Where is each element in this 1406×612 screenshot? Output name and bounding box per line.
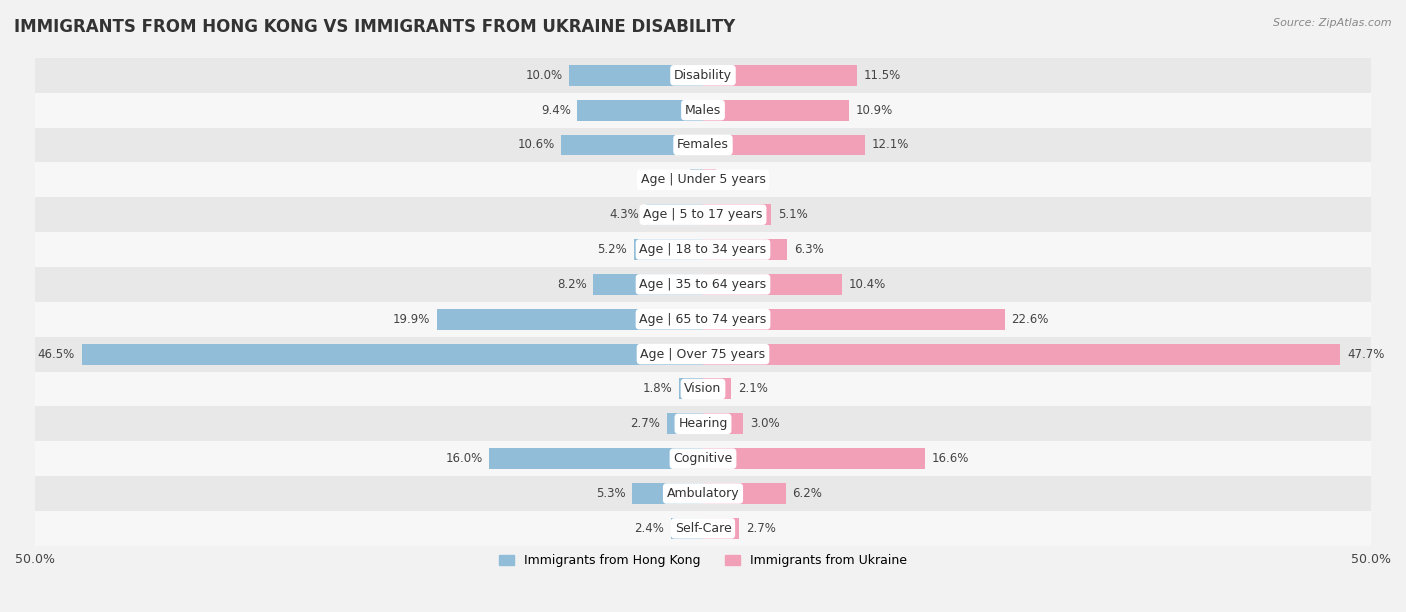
Text: Age | Over 75 years: Age | Over 75 years (641, 348, 765, 360)
Bar (633, 483, 703, 504)
Text: Males: Males (685, 103, 721, 117)
Bar (35, 511, 1371, 546)
Text: 2.7%: 2.7% (745, 522, 776, 535)
Bar (703, 518, 740, 539)
Bar (35, 58, 1371, 92)
Text: 47.7%: 47.7% (1347, 348, 1385, 360)
Text: IMMIGRANTS FROM HONG KONG VS IMMIGRANTS FROM UKRAINE DISABILITY: IMMIGRANTS FROM HONG KONG VS IMMIGRANTS … (14, 18, 735, 36)
Text: 12.1%: 12.1% (872, 138, 908, 152)
Bar (35, 162, 1371, 197)
Bar (35, 406, 1371, 441)
Legend: Immigrants from Hong Kong, Immigrants from Ukraine: Immigrants from Hong Kong, Immigrants fr… (492, 548, 914, 573)
Bar (645, 204, 703, 225)
Text: 5.2%: 5.2% (598, 243, 627, 256)
Text: 9.4%: 9.4% (541, 103, 571, 117)
Text: 4.3%: 4.3% (609, 208, 638, 221)
Text: 6.2%: 6.2% (793, 487, 823, 500)
Text: 5.1%: 5.1% (778, 208, 807, 221)
Text: 16.6%: 16.6% (931, 452, 969, 465)
Text: Age | 5 to 17 years: Age | 5 to 17 years (644, 208, 762, 221)
Text: Age | Under 5 years: Age | Under 5 years (641, 173, 765, 186)
Text: Hearing: Hearing (678, 417, 728, 430)
Text: 11.5%: 11.5% (863, 69, 901, 82)
Text: 10.4%: 10.4% (849, 278, 886, 291)
Text: 2.7%: 2.7% (630, 417, 661, 430)
Bar (703, 204, 770, 225)
Bar (35, 441, 1371, 476)
Text: Ambulatory: Ambulatory (666, 487, 740, 500)
Bar (703, 343, 1340, 365)
Text: Self-Care: Self-Care (675, 522, 731, 535)
Bar (489, 448, 703, 469)
Bar (703, 100, 849, 121)
Text: Age | 18 to 34 years: Age | 18 to 34 years (640, 243, 766, 256)
Bar (690, 170, 703, 190)
Text: 2.4%: 2.4% (634, 522, 664, 535)
Bar (437, 309, 703, 330)
Bar (569, 65, 703, 86)
Bar (35, 127, 1371, 162)
Text: Females: Females (678, 138, 728, 152)
Bar (703, 448, 925, 469)
Bar (593, 274, 703, 295)
Text: 6.3%: 6.3% (794, 243, 824, 256)
Bar (703, 483, 786, 504)
Bar (35, 302, 1371, 337)
Bar (634, 239, 703, 260)
Bar (35, 92, 1371, 127)
Bar (703, 65, 856, 86)
Bar (703, 309, 1005, 330)
Bar (703, 239, 787, 260)
Bar (703, 413, 744, 435)
Bar (561, 135, 703, 155)
Text: 10.9%: 10.9% (855, 103, 893, 117)
Text: Cognitive: Cognitive (673, 452, 733, 465)
Bar (666, 413, 703, 435)
Text: 1.0%: 1.0% (723, 173, 752, 186)
Text: 3.0%: 3.0% (749, 417, 779, 430)
Text: 0.95%: 0.95% (647, 173, 683, 186)
Text: Age | 35 to 64 years: Age | 35 to 64 years (640, 278, 766, 291)
Bar (35, 232, 1371, 267)
Bar (578, 100, 703, 121)
Bar (35, 371, 1371, 406)
Text: 46.5%: 46.5% (38, 348, 75, 360)
Bar (35, 197, 1371, 232)
Bar (703, 378, 731, 400)
Bar (703, 135, 865, 155)
Text: Vision: Vision (685, 382, 721, 395)
Text: 19.9%: 19.9% (394, 313, 430, 326)
Text: Age | 65 to 74 years: Age | 65 to 74 years (640, 313, 766, 326)
Text: 5.3%: 5.3% (596, 487, 626, 500)
Bar (82, 343, 703, 365)
Bar (671, 518, 703, 539)
Text: 16.0%: 16.0% (446, 452, 482, 465)
Text: 10.6%: 10.6% (517, 138, 555, 152)
Text: Disability: Disability (673, 69, 733, 82)
Text: 8.2%: 8.2% (557, 278, 586, 291)
Bar (679, 378, 703, 400)
Text: 22.6%: 22.6% (1011, 313, 1049, 326)
Bar (35, 337, 1371, 371)
Bar (35, 476, 1371, 511)
Bar (703, 274, 842, 295)
Bar (35, 267, 1371, 302)
Text: 10.0%: 10.0% (526, 69, 562, 82)
Bar (703, 170, 717, 190)
Text: Source: ZipAtlas.com: Source: ZipAtlas.com (1274, 18, 1392, 28)
Text: 2.1%: 2.1% (738, 382, 768, 395)
Text: 1.8%: 1.8% (643, 382, 672, 395)
